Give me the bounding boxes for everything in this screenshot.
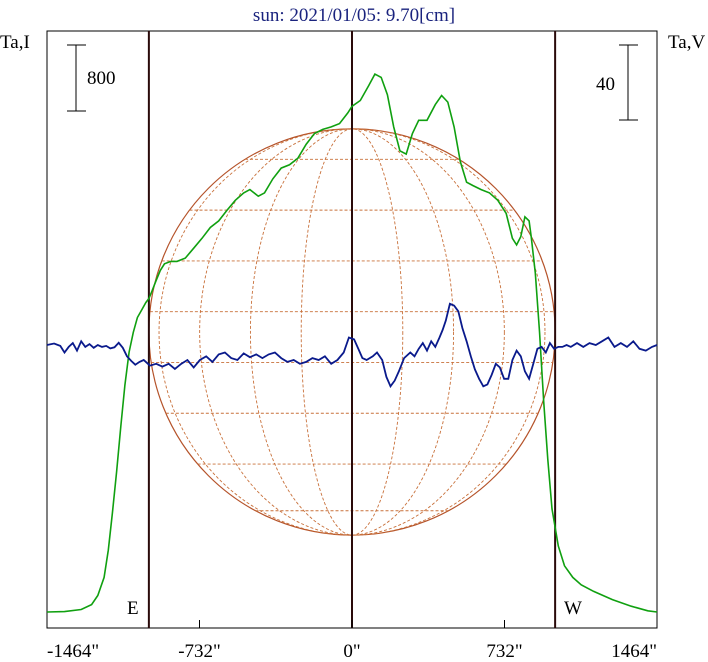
intensity-curve: [46, 73, 658, 613]
limb-lines: [147, 31, 557, 628]
left-scale-label: 800: [87, 68, 116, 89]
left-axis-label: Ta,I: [0, 32, 30, 53]
east-label: E: [127, 598, 139, 619]
right-scale-label: 40: [596, 74, 615, 95]
west-label: W: [564, 598, 582, 619]
chart-title: sun: 2021/01/05: 9.70[cm]: [253, 5, 455, 26]
x-axis-ticks: -1464" -732" 0" 732" 1464": [46, 620, 658, 662]
x-tick-label: -732": [178, 641, 221, 662]
x-tick-label: 0": [343, 641, 360, 662]
right-axis-label: Ta,V: [668, 32, 705, 53]
right-scale-bar: [619, 44, 638, 121]
left-scale-bar: [67, 44, 86, 112]
x-tick-label: 732": [486, 641, 522, 662]
polarization-curve: [46, 302, 658, 389]
x-tick-label: 1464": [611, 641, 657, 662]
x-tick-label: -1464": [47, 641, 99, 662]
